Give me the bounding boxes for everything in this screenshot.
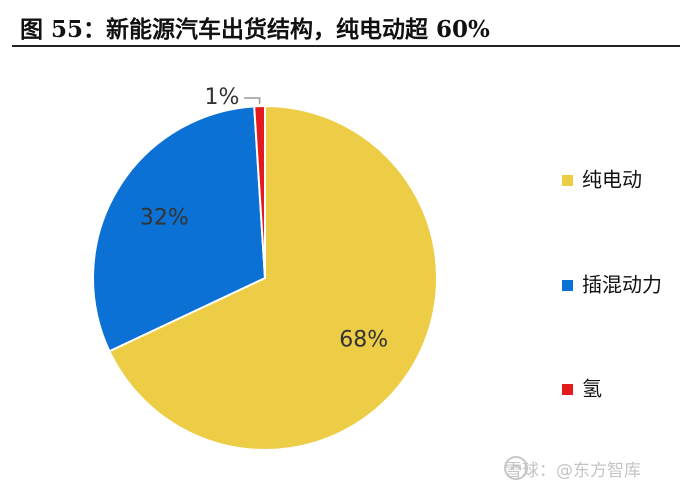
legend-label-phev: 插混动力 xyxy=(582,273,662,297)
legend-label-hydrogen: 氢 xyxy=(582,377,602,401)
snowball-logo-icon xyxy=(504,456,528,480)
figure-title: 图 55：新能源汽车出货结构，纯电动超 60% xyxy=(20,16,490,43)
legend-item-bev: 纯电动 xyxy=(562,168,642,192)
legend-label-bev: 纯电动 xyxy=(582,168,642,192)
pie-labels: 68% 32% 1% xyxy=(140,85,388,353)
legend-swatch-hydrogen xyxy=(562,384,573,395)
leader-line-hydrogen xyxy=(244,97,261,105)
pie-slices xyxy=(92,104,438,451)
legend-item-phev: 插混动力 xyxy=(562,273,662,297)
legend-swatch-phev xyxy=(562,280,573,291)
title-underline xyxy=(12,45,680,47)
pie-slice-bev xyxy=(108,104,438,451)
watermark: 雪球：@东方智库 xyxy=(505,461,641,481)
pie-slice-hydrogen xyxy=(253,104,266,279)
legend-item-hydrogen: 氢 xyxy=(562,377,602,401)
pie-slice-phev xyxy=(92,105,267,353)
slice-label-bev: 68% xyxy=(339,328,388,353)
slice-label-hydrogen: 1% xyxy=(205,85,240,110)
slice-label-phev: 32% xyxy=(140,205,189,230)
legend-swatch-bev xyxy=(562,175,573,186)
